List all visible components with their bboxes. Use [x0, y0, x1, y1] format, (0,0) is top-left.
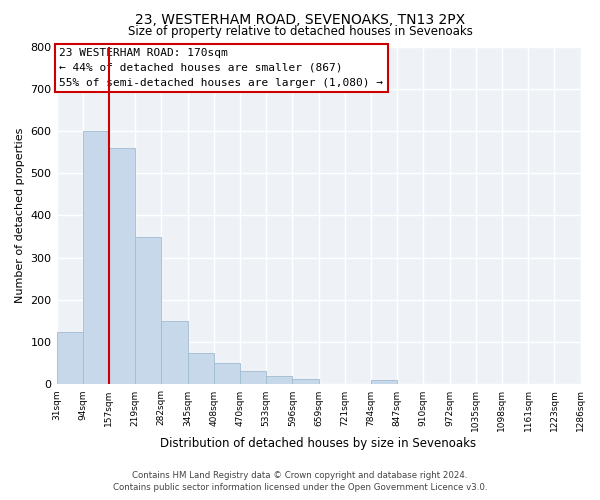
Bar	[188, 353, 214, 384]
Text: Size of property relative to detached houses in Sevenoaks: Size of property relative to detached ho…	[128, 25, 472, 38]
Bar	[292, 379, 319, 384]
Bar	[240, 370, 266, 384]
X-axis label: Distribution of detached houses by size in Sevenoaks: Distribution of detached houses by size …	[160, 437, 476, 450]
Bar	[214, 364, 240, 384]
Bar	[56, 332, 83, 384]
Bar	[266, 376, 292, 384]
Bar	[161, 321, 188, 384]
Bar	[371, 380, 397, 384]
Bar	[83, 131, 109, 384]
Bar	[109, 148, 135, 384]
Bar	[135, 236, 161, 384]
Text: 23, WESTERHAM ROAD, SEVENOAKS, TN13 2PX: 23, WESTERHAM ROAD, SEVENOAKS, TN13 2PX	[135, 12, 465, 26]
Text: Contains HM Land Registry data © Crown copyright and database right 2024.
Contai: Contains HM Land Registry data © Crown c…	[113, 471, 487, 492]
Y-axis label: Number of detached properties: Number of detached properties	[15, 128, 25, 303]
Text: 23 WESTERHAM ROAD: 170sqm
← 44% of detached houses are smaller (867)
55% of semi: 23 WESTERHAM ROAD: 170sqm ← 44% of detac…	[59, 48, 383, 88]
